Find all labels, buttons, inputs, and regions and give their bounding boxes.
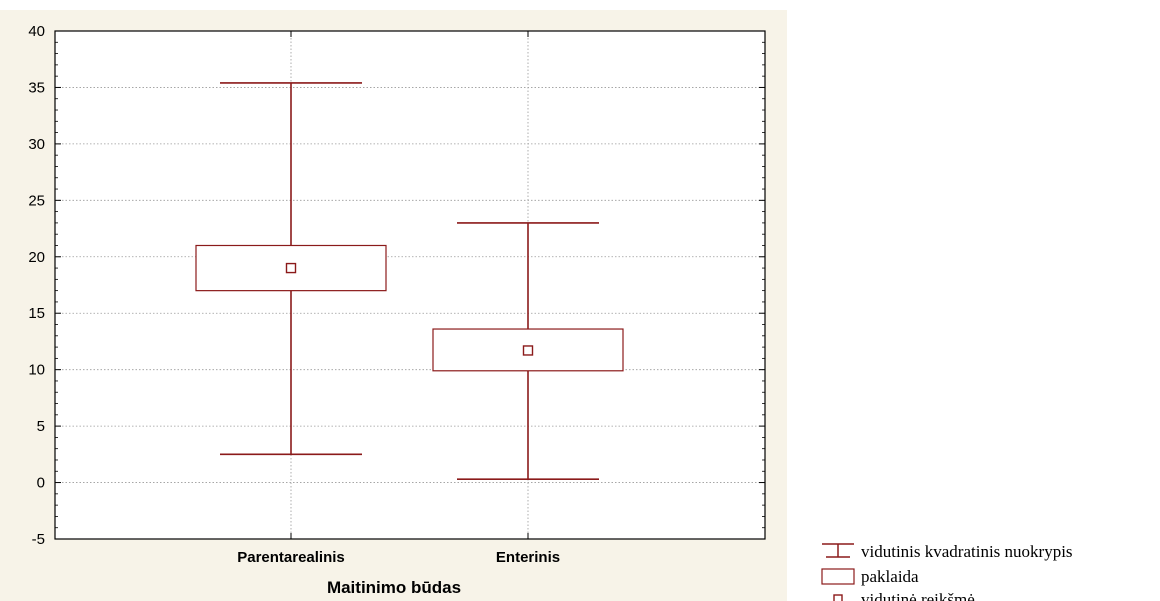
legend-point-icon [833, 594, 843, 601]
y-tick-label: 25 [28, 192, 45, 209]
y-tick-label: 0 [37, 475, 45, 492]
box-series [195, 82, 624, 480]
x-axis-categories: Parentarealinis Enterinis [237, 549, 560, 566]
y-tick-label: 30 [28, 136, 45, 153]
x-category-label: Parentarealinis [237, 549, 345, 566]
legend-label: vidutinis kvadratinis nuokrypis [861, 542, 1073, 561]
y-tick-label: 20 [28, 249, 45, 266]
y-tick-label: 15 [28, 305, 45, 322]
x-category-label: Enterinis [496, 549, 560, 566]
mean-point [285, 262, 297, 274]
y-tick-label: 5 [37, 418, 45, 435]
y-tick-label: 40 [28, 23, 45, 40]
plot-area [54, 30, 766, 540]
legend-item-point: vidutinė reikšmė [833, 590, 975, 601]
x-axis-title: Maitinimo būdas [327, 578, 461, 597]
legend-box-icon [821, 568, 855, 585]
y-tick-label: 10 [28, 362, 45, 379]
legend: vidutinis kvadratinis nuokrypis paklaida v… [821, 542, 1073, 601]
legend-label: paklaida [861, 567, 919, 586]
y-axis: -5 0 5 10 15 20 25 30 35 40 [28, 23, 765, 548]
mean-point [522, 345, 534, 356]
legend-item-box: paklaida [821, 567, 919, 586]
grid-lines [55, 31, 765, 539]
y-tick-label: -5 [32, 531, 45, 548]
legend-item-whisker: vidutinis kvadratinis nuokrypis [822, 542, 1073, 561]
legend-label: vidutinė reikšmė [861, 590, 975, 601]
box-enterinis [432, 222, 624, 480]
box-parentarealinis [195, 82, 387, 456]
y-tick-label: 35 [28, 79, 45, 96]
